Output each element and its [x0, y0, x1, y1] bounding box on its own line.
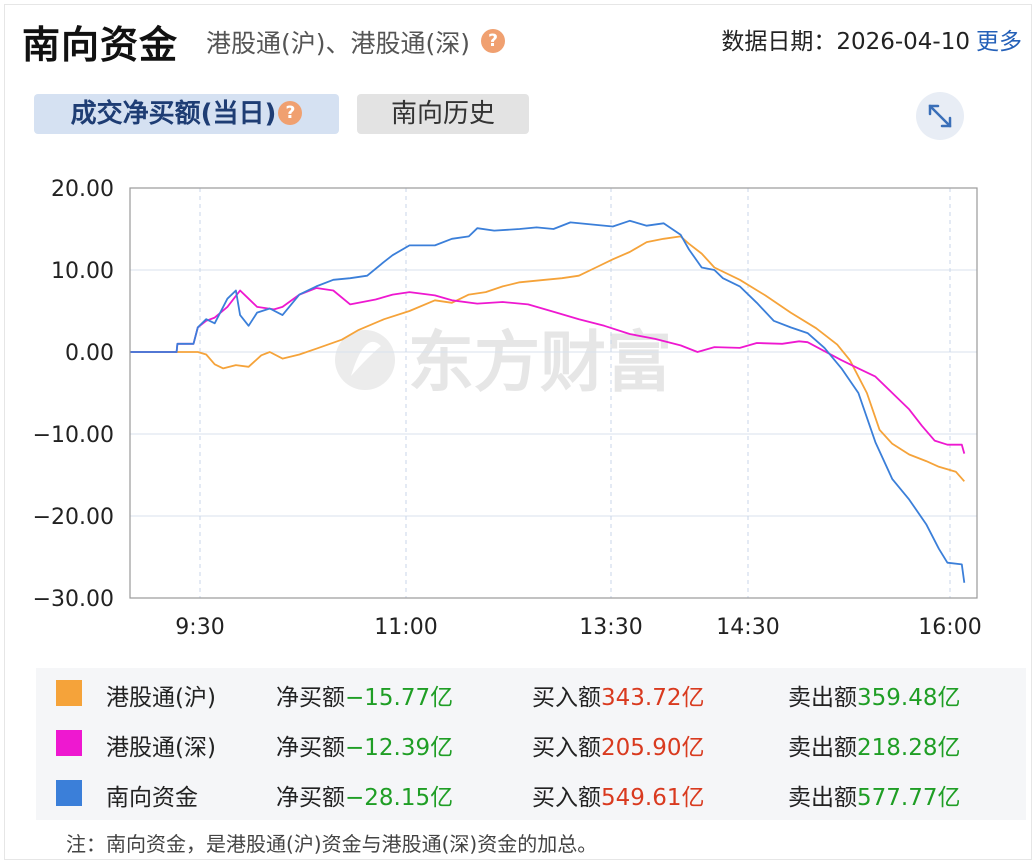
buy-value: 205.90亿	[601, 735, 705, 761]
question-icon[interactable]: ?	[481, 29, 505, 53]
tab-southbound-history[interactable]: 南向历史	[357, 94, 529, 134]
sell-label: 卖出额	[788, 735, 857, 761]
net-buy: 净买额−28.15亿	[276, 778, 453, 812]
legend-swatch	[56, 730, 82, 756]
buy-label: 买入额	[532, 685, 601, 711]
sell-amount: 卖出额577.77亿	[788, 778, 960, 812]
legend-table: 港股通(沪) 净买额−15.77亿 买入额343.72亿 卖出额359.48亿 …	[36, 668, 1026, 820]
x-tick-label: 11:00	[374, 615, 437, 640]
data-date: 数据日期：2026-04-10 更多	[721, 22, 1022, 56]
sell-value: 218.28亿	[857, 735, 961, 761]
legend-name: 港股通(深)	[106, 735, 216, 761]
tab-net-buy-today-label: 成交净买额(当日)	[70, 99, 277, 129]
watermark-logo-icon	[335, 330, 395, 390]
x-tick-label: 14:30	[716, 615, 779, 640]
legend-swatch	[56, 780, 82, 806]
y-tick-label: 20.00	[51, 177, 114, 202]
buy-amount: 买入额549.61亿	[532, 778, 704, 812]
sell-label: 卖出额	[788, 785, 857, 811]
x-tick-label: 16:00	[918, 615, 981, 640]
net-buy-label: 净买额	[276, 685, 345, 711]
net-buy-label: 净买额	[276, 785, 345, 811]
page-subtitle: 港股通(沪)、港股通(深)	[206, 29, 471, 58]
sell-value: 359.48亿	[857, 685, 961, 711]
buy-label: 买入额	[532, 735, 601, 761]
expand-arrows-icon[interactable]	[916, 92, 964, 140]
sell-label: 卖出额	[788, 685, 857, 711]
buy-value: 549.61亿	[601, 785, 705, 811]
sell-value: 577.77亿	[857, 785, 961, 811]
panel-frame	[4, 4, 1032, 860]
x-tick-label: 9:30	[175, 615, 224, 640]
buy-amount: 买入额205.90亿	[532, 728, 704, 762]
tab-net-buy-today[interactable]: 成交净买额(当日)?	[34, 94, 339, 134]
sell-amount: 卖出额359.48亿	[788, 678, 960, 712]
date-value: 2026-04-10	[836, 29, 970, 55]
net-buy: 净买额−15.77亿	[276, 678, 453, 712]
buy-label: 买入额	[532, 785, 601, 811]
net-buy-value: −28.15亿	[345, 785, 454, 811]
y-tick-label: −20.00	[33, 505, 114, 530]
net-buy-value: −15.77亿	[345, 685, 454, 711]
legend-name: 港股通(沪)	[106, 685, 216, 711]
y-tick-label: 0.00	[65, 341, 114, 366]
more-link[interactable]: 更多	[976, 29, 1022, 55]
legend-row: 港股通(沪) 净买额−15.77亿 买入额343.72亿 卖出额359.48亿	[36, 668, 1026, 718]
series-line	[130, 287, 966, 454]
chart: 东方财富 20.00 10.00 0.00 −10.00 −20.00 −30.00 9:…	[33, 177, 982, 640]
net-buy: 净买额−12.39亿	[276, 728, 453, 762]
watermark-text: 东方财富	[408, 324, 672, 401]
legend-row: 南向资金 净买额−28.15亿 买入额549.61亿 卖出额577.77亿	[36, 768, 1026, 818]
sell-amount: 卖出额218.28亿	[788, 728, 960, 762]
y-tick-label: 10.00	[51, 259, 114, 284]
net-buy-label: 净买额	[276, 735, 345, 761]
page-title: 南向资金	[22, 23, 179, 67]
legend-swatch	[56, 680, 82, 706]
tab-southbound-history-label: 南向历史	[390, 99, 495, 129]
date-label: 数据日期：	[721, 29, 837, 55]
net-buy-value: −12.39亿	[345, 735, 454, 761]
question-icon[interactable]: ?	[278, 100, 303, 125]
buy-value: 343.72亿	[601, 685, 705, 711]
y-tick-label: −10.00	[33, 423, 114, 448]
buy-amount: 买入额343.72亿	[532, 678, 704, 712]
y-tick-label: −30.00	[33, 587, 114, 612]
plot-border	[129, 187, 978, 599]
expand-arrows-glyph	[928, 104, 952, 128]
series-line	[130, 219, 966, 583]
footnote: 注：南向资金，是港股通(沪)资金与港股通(深)资金的加总。	[66, 832, 598, 856]
legend-name: 南向资金	[106, 785, 198, 811]
x-tick-label: 13:30	[579, 615, 642, 640]
watermark: 东方财富	[335, 324, 672, 401]
legend-row: 港股通(深) 净买额−12.39亿 买入额205.90亿 卖出额218.28亿	[36, 718, 1026, 768]
